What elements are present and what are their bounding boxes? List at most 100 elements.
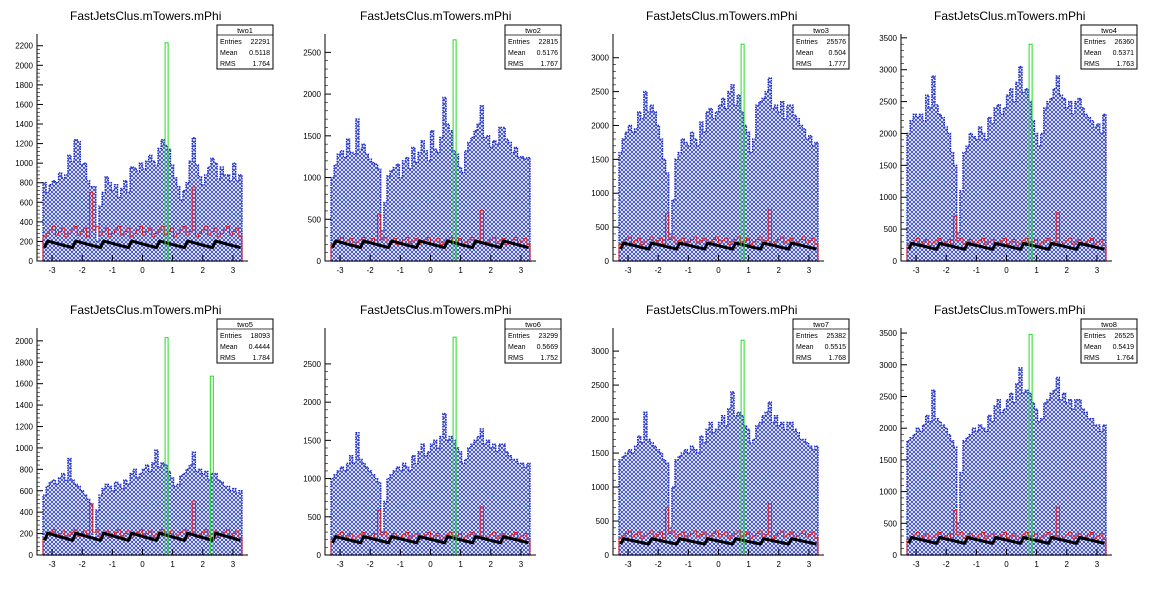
x-tick-label: -2 — [655, 266, 663, 275]
y-tick-label: 2000 — [879, 129, 897, 138]
x-tick-label: -3 — [625, 266, 633, 275]
stats-box — [504, 318, 562, 364]
stats-label: RMS — [796, 61, 812, 68]
stats-value: 26525 — [1115, 333, 1135, 340]
stats-label: RMS — [508, 61, 524, 68]
y-tick-label: 2000 — [15, 61, 33, 70]
y-tick-label: 2000 — [591, 121, 609, 130]
stats-value: 25382 — [827, 333, 847, 340]
y-tick-label: 600 — [20, 198, 34, 207]
histogram-cyan-series — [906, 153, 1107, 261]
y-tick-label: 2500 — [879, 392, 897, 401]
x-tick-label: 3 — [807, 266, 812, 275]
x-tick-label: 0 — [1004, 266, 1009, 275]
y-tick-label: 0 — [893, 257, 898, 266]
x-tick-label: 3 — [231, 266, 236, 275]
stats-label: Mean — [220, 50, 238, 57]
y-tick-label: 0 — [29, 257, 34, 266]
y-tick-label: 1500 — [591, 449, 609, 458]
histogram-red-series — [42, 186, 243, 261]
stats-label: Entries — [220, 39, 242, 46]
stats-label: Entries — [1084, 39, 1106, 46]
x-tick-label: -1 — [109, 560, 117, 569]
y-tick-label: 1500 — [879, 456, 897, 465]
y-tick-label: 3000 — [591, 54, 609, 63]
histogram-black-series — [331, 239, 529, 250]
y-tick-label: 1000 — [303, 174, 321, 183]
stats-value: 1.764 — [1116, 355, 1134, 362]
histogram-blue-series — [330, 96, 531, 262]
stats-value: 22815 — [539, 39, 559, 46]
x-tick-label: 1 — [458, 560, 463, 569]
x-tick-label: 3 — [231, 560, 236, 569]
stats-value: 1.764 — [252, 61, 270, 68]
stats-value: 0.5176 — [537, 50, 559, 57]
stats-value: 0.4444 — [249, 344, 271, 351]
stats-label: RMS — [1084, 61, 1100, 68]
stats-name: two1 — [237, 26, 253, 35]
histogram-black-series — [43, 239, 241, 250]
x-tick-label: -2 — [367, 266, 375, 275]
stats-value: 0.5669 — [537, 344, 559, 351]
x-tick-label: -1 — [397, 560, 405, 569]
stats-label: Mean — [1084, 50, 1102, 57]
y-tick-label: 1500 — [303, 436, 321, 445]
stats-label: Entries — [508, 333, 530, 340]
y-tick-label: 0 — [605, 257, 610, 266]
histogram-cyan-series — [906, 451, 1107, 555]
x-tick-label: -3 — [913, 560, 921, 569]
histogram-two8: FastJetsClus.mTowers.mPhi050010001500200… — [879, 303, 1138, 569]
histogram-title: FastJetsClus.mTowers.mPhi — [70, 9, 221, 23]
y-tick-label: 200 — [20, 530, 34, 539]
histogram-red-series — [618, 209, 819, 261]
y-tick-label: 1600 — [15, 380, 33, 389]
histogram-red-series — [330, 210, 531, 261]
x-tick-label: 3 — [519, 266, 524, 275]
x-tick-label: 2 — [1065, 560, 1070, 569]
y-tick-label: 600 — [20, 487, 34, 496]
histogram-cyan-series — [330, 170, 531, 261]
y-tick-label: 3500 — [879, 329, 897, 338]
x-tick-label: 2 — [489, 266, 494, 275]
stats-value: 1.767 — [540, 61, 558, 68]
x-tick-label: 1 — [1034, 266, 1039, 275]
x-tick-label: -2 — [367, 560, 375, 569]
stats-label: Mean — [796, 50, 814, 57]
stats-label: Entries — [220, 333, 242, 340]
y-tick-label: 1000 — [879, 193, 897, 202]
stats-value: 1.752 — [540, 355, 558, 362]
x-tick-label: 2 — [1065, 266, 1070, 275]
stats-name: two5 — [237, 320, 253, 329]
histogram-cyan-series — [42, 192, 243, 261]
x-tick-label: 1 — [170, 266, 175, 275]
stats-value: 18093 — [251, 333, 271, 340]
y-tick-label: 2000 — [303, 90, 321, 99]
x-tick-label: 2 — [201, 266, 206, 275]
histogram-black-series — [907, 535, 1105, 545]
stats-value: 25576 — [827, 39, 847, 46]
histogram-blue-series — [906, 367, 1107, 556]
stats-box — [1080, 24, 1138, 70]
stats-label: Mean — [508, 50, 526, 57]
stats-box — [504, 24, 562, 70]
stats-label: Mean — [1084, 344, 1102, 351]
stats-name: two7 — [813, 320, 829, 329]
x-tick-label: 1 — [746, 266, 751, 275]
histogram-red-series — [906, 212, 1107, 261]
y-tick-label: 1800 — [15, 358, 33, 367]
y-tick-label: 2500 — [303, 48, 321, 57]
x-tick-label: 1 — [1034, 560, 1039, 569]
histogram-blue-series — [906, 65, 1107, 262]
y-tick-label: 800 — [20, 179, 34, 188]
x-tick-label: -1 — [397, 266, 405, 275]
y-tick-label: 1500 — [879, 161, 897, 170]
stats-box — [216, 318, 274, 364]
x-tick-label: 2 — [777, 560, 782, 569]
x-tick-label: -2 — [943, 266, 951, 275]
x-tick-label: 3 — [1095, 266, 1100, 275]
y-tick-label: 500 — [308, 215, 322, 224]
y-tick-label: 0 — [317, 551, 322, 560]
histogram-two6: FastJetsClus.mTowers.mPhi050010001500200… — [303, 303, 562, 569]
x-tick-label: 0 — [1004, 560, 1009, 569]
